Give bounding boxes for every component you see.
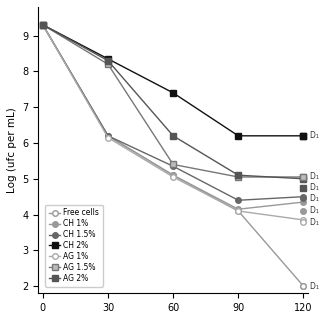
Y-axis label: Log (ufc per mL): Log (ufc per mL) bbox=[7, 107, 17, 193]
Text: D₁ = 16.5 ± 3.2ᵃ: D₁ = 16.5 ± 3.2ᵃ bbox=[310, 282, 320, 291]
Text: D₁ = 21.86 ± 5.3ᵈ: D₁ = 21.86 ± 5.3ᵈ bbox=[310, 218, 320, 227]
Legend: Free cells, CH 1%, CH 1.5%, CH 2%, AG 1%, AG 1.5%, AG 2%: Free cells, CH 1%, CH 1.5%, CH 2%, AG 1%… bbox=[45, 204, 103, 287]
Text: D₁ = 23.52 ± 2.7ᵃ: D₁ = 23.52 ± 2.7ᵃ bbox=[310, 206, 320, 215]
Text: D₁ = 26.01 ± 1.2ᵇ: D₁ = 26.01 ± 1.2ᵇ bbox=[310, 183, 320, 192]
Text: D₁ = 24.06 ± 1.5ᶜ: D₁ = 24.06 ± 1.5ᶜ bbox=[310, 194, 320, 203]
Text: D₁ = 34.31 ± 0.9ᵃ: D₁ = 34.31 ± 0.9ᵃ bbox=[310, 131, 320, 140]
Text: D₁ = 27.05 ± 2.1ᵇ: D₁ = 27.05 ± 2.1ᵇ bbox=[310, 172, 320, 181]
